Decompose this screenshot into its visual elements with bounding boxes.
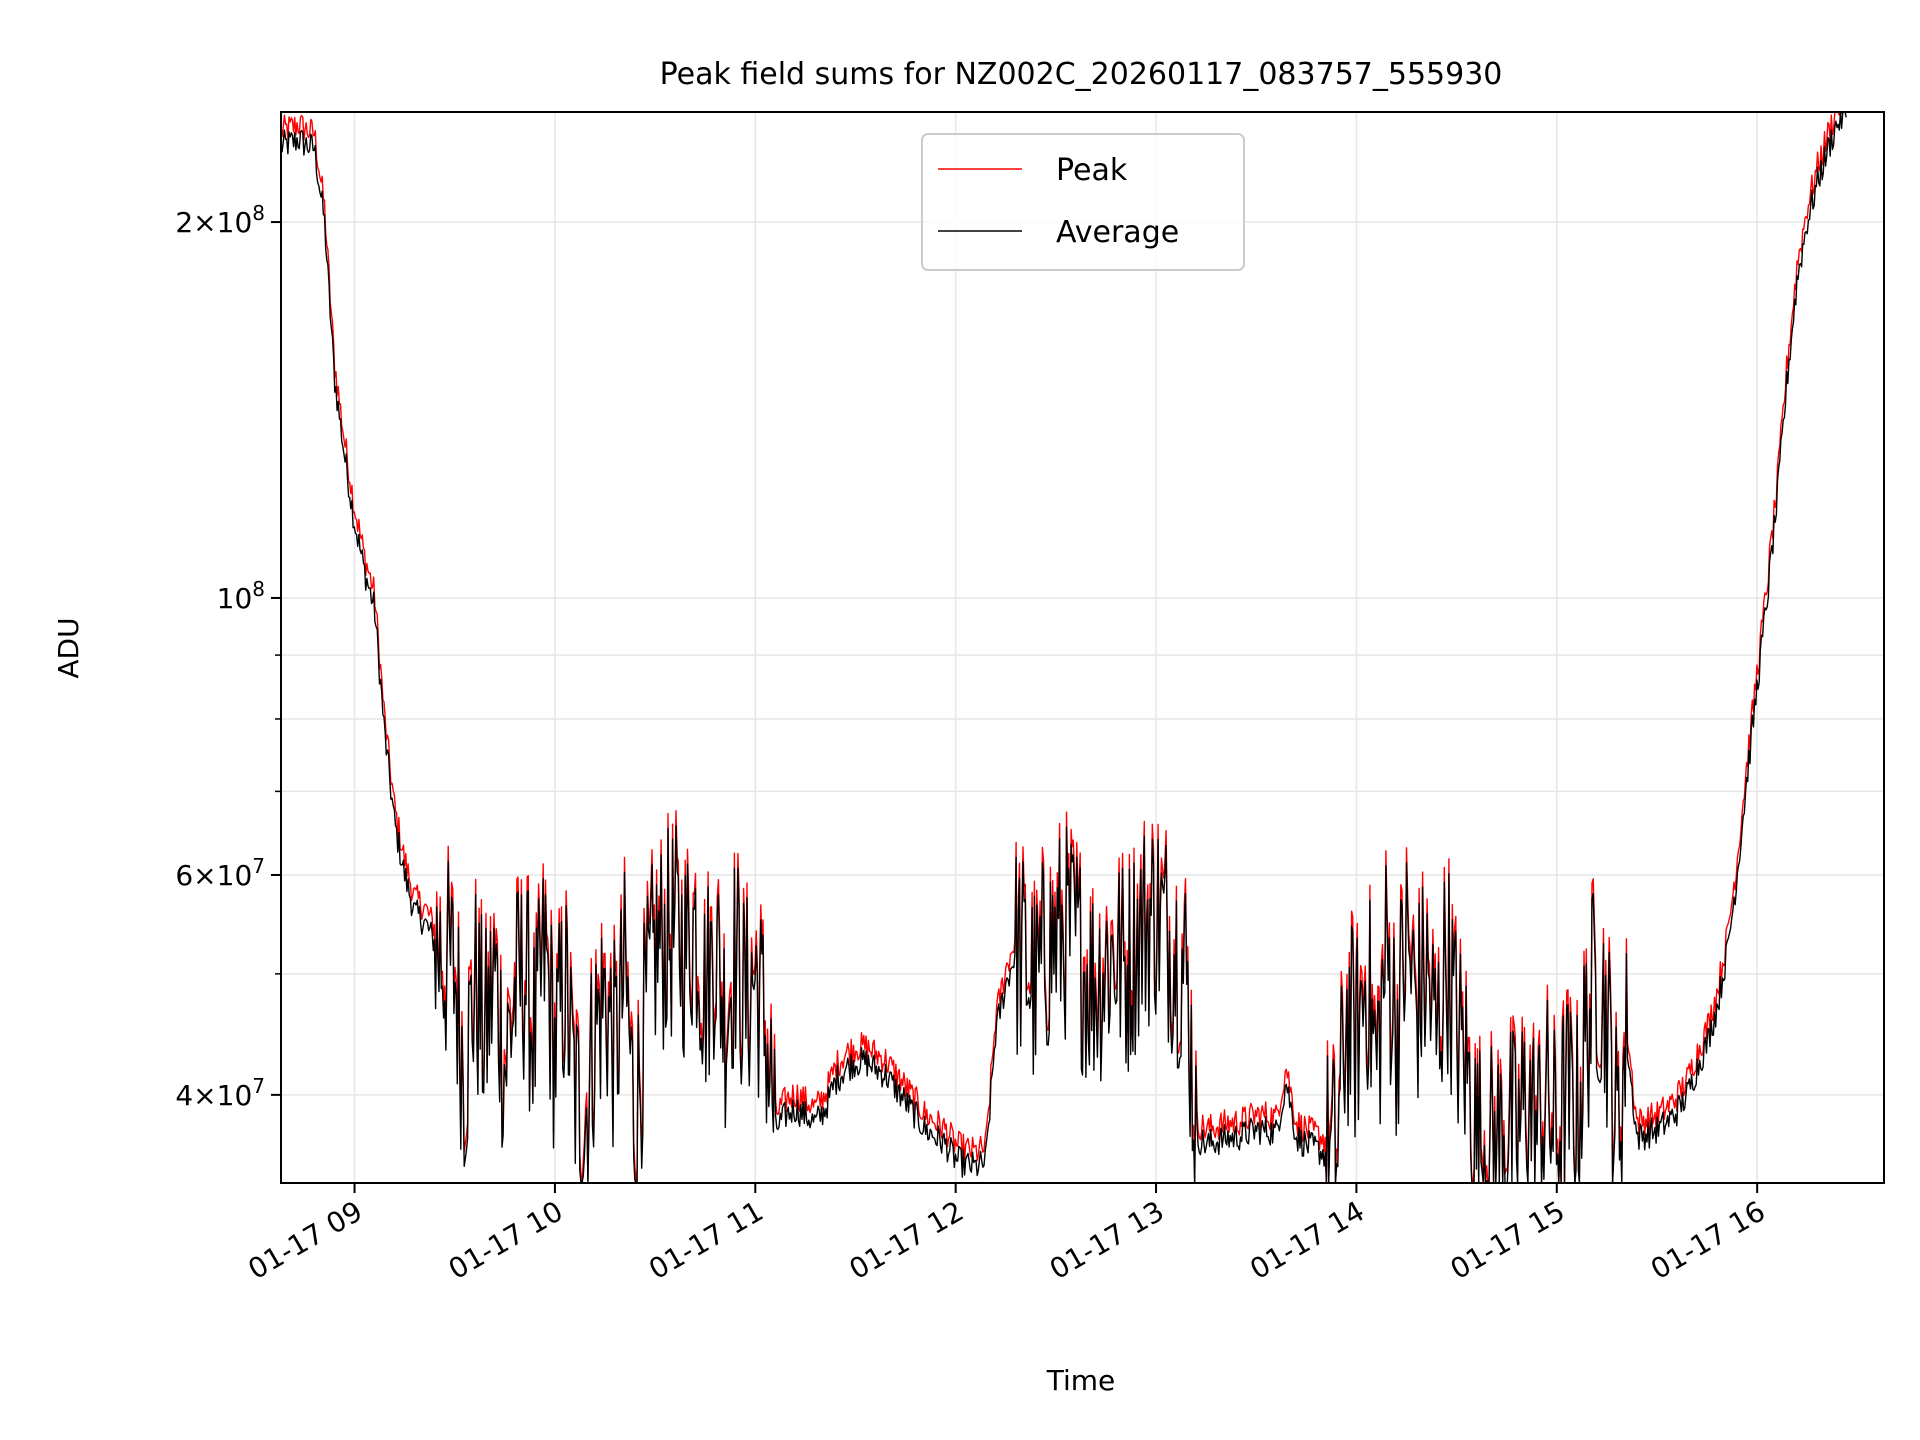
- y-tick-label: 2×108: [175, 201, 265, 239]
- x-axis-label: Time: [1046, 1364, 1116, 1397]
- y-tick-label: 6×107: [175, 854, 265, 892]
- legend-average-label: Average: [1056, 215, 1179, 250]
- series-line-average: [280, 111, 1847, 1184]
- legend-box: [921, 133, 1245, 271]
- y-tick-label: 4×107: [175, 1074, 265, 1112]
- y-axis-label: ADU: [52, 617, 85, 678]
- plot-frame: [280, 111, 1885, 1184]
- y-axis: 4×107 6×107 108 2×108: [175, 201, 281, 1112]
- y-tick-label: 108: [217, 577, 265, 615]
- series-layer: [280, 111, 1847, 1184]
- legend: Peak Average: [921, 133, 1245, 271]
- legend-peak-label: Peak: [1056, 153, 1128, 188]
- chart-title: Peak field sums for NZ002C_20260117_0837…: [660, 57, 1503, 92]
